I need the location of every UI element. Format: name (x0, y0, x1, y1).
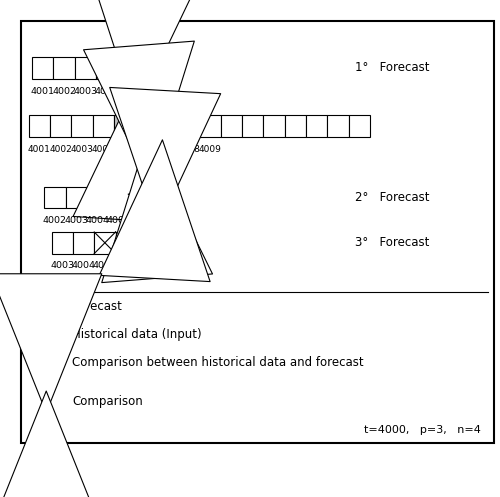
Text: 4002: 4002 (50, 145, 72, 154)
Bar (73, 232, 94, 253)
Bar (96, 57, 118, 79)
Bar (242, 115, 264, 137)
Bar (200, 115, 221, 137)
Text: 4001: 4001 (28, 145, 51, 154)
Bar (93, 115, 114, 137)
Text: 4003: 4003 (74, 86, 98, 95)
Bar (54, 57, 75, 79)
Text: Comparison: Comparison (72, 395, 143, 409)
Text: 4005: 4005 (93, 261, 117, 270)
Text: Historical data (Input): Historical data (Input) (72, 328, 202, 341)
Bar (140, 187, 160, 208)
Bar (32, 57, 54, 79)
Bar (178, 115, 200, 137)
Bar (284, 115, 306, 137)
Bar (348, 115, 370, 137)
Bar (127, 57, 148, 79)
Bar (136, 115, 157, 137)
Text: 4004: 4004 (86, 216, 110, 225)
Bar (29, 115, 50, 137)
Bar (108, 187, 130, 208)
Bar (66, 187, 87, 208)
Text: Forecast: Forecast (72, 300, 122, 313)
Bar (114, 115, 136, 137)
Bar (94, 232, 116, 253)
Text: 4008: 4008 (178, 145, 200, 154)
Bar (44, 187, 66, 208)
Text: 4005: 4005 (114, 145, 136, 154)
Text: 4009: 4009 (198, 145, 222, 154)
Text: 4006: 4006 (138, 216, 162, 225)
Bar (34, 296, 58, 316)
Text: 4003: 4003 (70, 145, 94, 154)
Text: 3°   Forecast: 3° Forecast (354, 236, 429, 249)
Bar (116, 232, 137, 253)
Text: 1°   Forecast: 1° Forecast (354, 62, 429, 75)
Bar (87, 187, 108, 208)
Text: 4003: 4003 (50, 261, 74, 270)
Bar (264, 115, 284, 137)
Bar (146, 232, 168, 253)
Bar (50, 115, 72, 137)
Text: 4007: 4007 (145, 261, 169, 270)
Bar (328, 115, 348, 137)
Bar (72, 115, 93, 137)
Text: 4001: 4001 (31, 86, 55, 95)
Bar (75, 57, 96, 79)
Text: 4007: 4007 (156, 145, 179, 154)
Text: 4002: 4002 (52, 86, 76, 95)
Text: t=4000,   p=3,   n=4: t=4000, p=3, n=4 (364, 425, 480, 435)
Text: 4006: 4006 (114, 261, 138, 270)
Text: 4004: 4004 (72, 261, 96, 270)
Bar (34, 325, 58, 344)
Bar (157, 115, 178, 137)
Bar (306, 115, 328, 137)
Text: 4003: 4003 (64, 216, 88, 225)
Bar (52, 232, 73, 253)
Text: 4006: 4006 (134, 145, 158, 154)
Text: Comparison between historical data and forecast: Comparison between historical data and f… (72, 356, 364, 369)
Bar (34, 352, 58, 372)
Text: 4005: 4005 (107, 216, 131, 225)
Text: 2°   Forecast: 2° Forecast (354, 191, 429, 204)
Bar (221, 115, 242, 137)
Text: 4002: 4002 (43, 216, 67, 225)
Text: 4004: 4004 (92, 145, 115, 154)
Text: 4004: 4004 (95, 86, 119, 95)
